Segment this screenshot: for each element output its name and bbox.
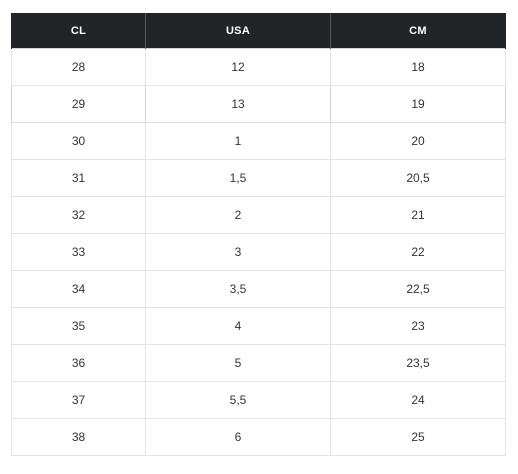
table-cell-cl: 30 <box>11 122 146 160</box>
table-cell-usa: 3,5 <box>145 270 331 308</box>
table-row: 29 13 19 <box>11 85 506 123</box>
table-cell-usa: 2 <box>145 196 331 234</box>
table-cell-cl: 28 <box>11 48 146 86</box>
table-cell-cm: 22 <box>330 233 506 271</box>
column-header-cm: CM <box>330 13 506 49</box>
table-cell-usa: 6 <box>145 418 331 456</box>
size-chart: CL USA CM 28 12 18 29 13 19 30 1 20 31 1,5 20,5 32 2 2… <box>11 13 506 456</box>
table-cell-cl: 35 <box>11 307 146 345</box>
table-cell-cl: 29 <box>11 85 146 123</box>
table-cell-usa: 4 <box>145 307 331 345</box>
table-row: 33 3 22 <box>11 233 506 271</box>
table-row: 37 5,5 24 <box>11 381 506 419</box>
table-cell-cl: 31 <box>11 159 146 197</box>
table-cell-usa: 5 <box>145 344 331 382</box>
table-row: 31 1,5 20,5 <box>11 159 506 197</box>
table-cell-cm: 25 <box>330 418 506 456</box>
table-cell-cl: 33 <box>11 233 146 271</box>
table-cell-cm: 19 <box>330 85 506 123</box>
table-body: 28 12 18 29 13 19 30 1 20 31 1,5 20,5 32 2 21 33 3 22 34 3,… <box>11 48 506 456</box>
table-cell-usa: 5,5 <box>145 381 331 419</box>
table-cell-cl: 38 <box>11 418 146 456</box>
table-cell-cl: 37 <box>11 381 146 419</box>
table-cell-cm: 23 <box>330 307 506 345</box>
header-row: CL USA CM <box>11 13 506 49</box>
table-cell-cm: 18 <box>330 48 506 86</box>
table-cell-cl: 34 <box>11 270 146 308</box>
table-cell-cm: 23,5 <box>330 344 506 382</box>
table-row: 28 12 18 <box>11 48 506 86</box>
table-cell-usa: 12 <box>145 48 331 86</box>
table-cell-cm: 21 <box>330 196 506 234</box>
table-cell-cm: 20,5 <box>330 159 506 197</box>
table-cell-cm: 24 <box>330 381 506 419</box>
table-cell-usa: 3 <box>145 233 331 271</box>
table-row: 32 2 21 <box>11 196 506 234</box>
table-row: 38 6 25 <box>11 418 506 456</box>
table-cell-usa: 1,5 <box>145 159 331 197</box>
table-row: 36 5 23,5 <box>11 344 506 382</box>
size-conversion-table: CL USA CM 28 12 18 29 13 19 30 1 20 31 1,5 20,5 32 2 2… <box>11 13 506 456</box>
table-cell-cl: 36 <box>11 344 146 382</box>
table-row: 34 3,5 22,5 <box>11 270 506 308</box>
table-cell-cm: 22,5 <box>330 270 506 308</box>
column-header-cl: CL <box>11 13 146 49</box>
table-cell-cl: 32 <box>11 196 146 234</box>
table-cell-usa: 13 <box>145 85 331 123</box>
table-cell-usa: 1 <box>145 122 331 160</box>
column-header-usa: USA <box>145 13 331 49</box>
table-row: 30 1 20 <box>11 122 506 160</box>
table-header: CL USA CM <box>11 13 506 49</box>
table-cell-cm: 20 <box>330 122 506 160</box>
table-row: 35 4 23 <box>11 307 506 345</box>
